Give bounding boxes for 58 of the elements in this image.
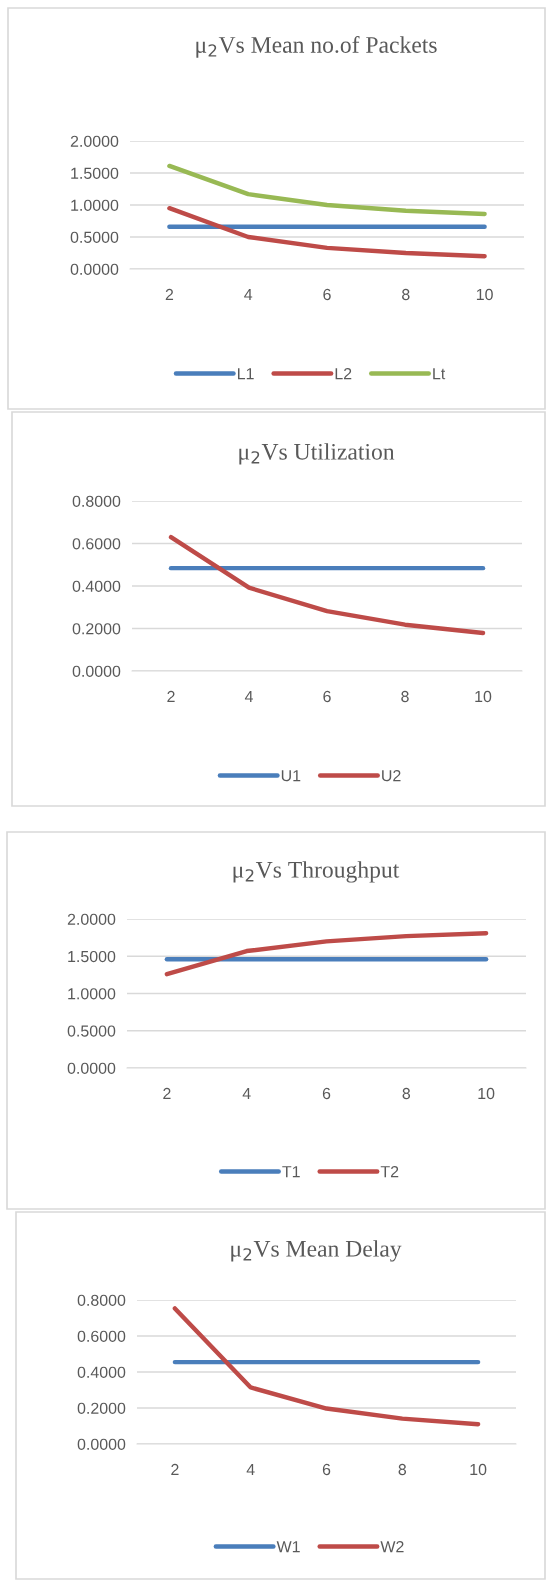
y-tick-label: 0.0000 [77, 1438, 126, 1450]
y-tick-label: 0.8000 [77, 1294, 126, 1306]
x-tick-label: 2 [163, 1087, 171, 1100]
line-series [167, 205, 487, 259]
legend-label: T2 [380, 1165, 399, 1178]
x-tick-label: 8 [401, 690, 409, 703]
y-tick-label: 1.5000 [68, 950, 116, 963]
legend-label: U2 [382, 769, 401, 782]
x-tick-label: 8 [398, 1463, 407, 1476]
legend-label: W2 [380, 1540, 404, 1553]
legend-label: U1 [281, 770, 301, 782]
x-tick-label: 6 [323, 690, 331, 703]
x-tick-label: 10 [470, 1463, 487, 1476]
y-tick-label: 0.4000 [72, 580, 121, 592]
y-tick-label: 0.2000 [72, 623, 121, 635]
line-series [164, 930, 489, 977]
x-tick-label: 4 [244, 691, 253, 703]
x-tick-label: 4 [246, 1464, 255, 1476]
y-tick-label: 2.0000 [67, 913, 116, 925]
x-tick-label: 6 [322, 1087, 331, 1100]
legend-label: L2 [335, 367, 352, 380]
legend-label: T1 [282, 1166, 300, 1178]
x-tick-label: 2 [165, 288, 174, 301]
y-tick-label: 0.0000 [67, 1062, 116, 1074]
y-tick-label: 0.4000 [77, 1366, 126, 1378]
x-tick-label: 10 [476, 288, 493, 301]
line-series [172, 1306, 481, 1427]
chart-title: μ$_{2}$Vs Mean no.of Packets [196, 36, 437, 58]
y-tick-label: 0.8000 [72, 495, 121, 507]
chart-title: μ$_{2}$Vs Throughput [233, 861, 400, 883]
y-tick-label: 1.0000 [71, 199, 119, 211]
x-tick-label: 10 [475, 690, 492, 703]
legend-label: W1 [276, 1541, 300, 1553]
x-tick-label: 4 [244, 289, 253, 301]
line-series [167, 163, 487, 217]
x-tick-label: 10 [478, 1087, 495, 1100]
chart-title: μ$_{2}$Vs Utilization [239, 443, 395, 465]
x-tick-label: 8 [402, 288, 410, 301]
y-tick-label: 0.0000 [72, 665, 121, 677]
y-tick-label: 0.6000 [77, 1330, 126, 1342]
x-tick-label: 8 [402, 1087, 411, 1100]
y-tick-label: 0.5000 [70, 231, 119, 243]
y-tick-label: 1.5000 [71, 167, 119, 179]
y-tick-label: 2.0000 [70, 135, 119, 147]
y-tick-label: 0.5000 [67, 1025, 116, 1037]
legend-label: L1 [237, 368, 254, 380]
legend-label: Lt [433, 368, 446, 380]
x-tick-label: 2 [167, 690, 175, 703]
chart-title: μ$_{2}$Vs Mean Delay [231, 1240, 402, 1262]
x-tick-label: 2 [171, 1463, 179, 1476]
x-tick-label: 4 [242, 1088, 251, 1100]
y-tick-label: 0.0000 [70, 263, 119, 275]
y-tick-label: 0.6000 [72, 538, 121, 550]
y-tick-label: 1.0000 [68, 988, 116, 1000]
line-series [168, 534, 486, 636]
y-tick-label: 0.2000 [77, 1402, 126, 1414]
x-tick-label: 6 [322, 1463, 331, 1476]
x-tick-label: 6 [323, 288, 331, 301]
